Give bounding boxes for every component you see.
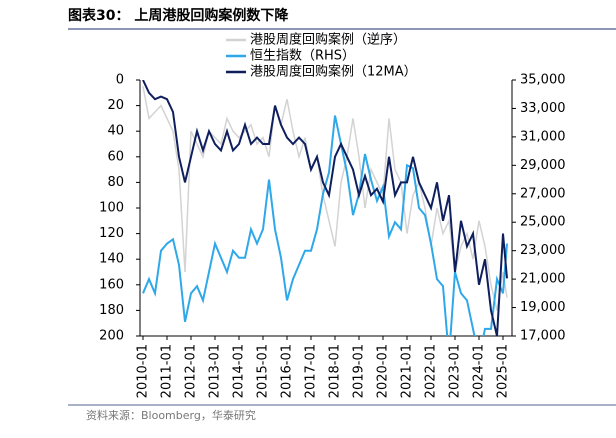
y-tick-label: 120 <box>99 226 124 241</box>
y-tick-label: 160 <box>99 277 124 292</box>
legend-label: 港股周度回购案例（12MA） <box>250 64 417 80</box>
x-tick-label: 2020-01 <box>376 344 391 398</box>
x-tick-label: 2017-01 <box>304 344 319 398</box>
y-tick-label: 60 <box>107 149 124 164</box>
legend-label: 港股周度回购案例（逆序） <box>250 32 406 48</box>
y2-tick-label: 21,000 <box>520 272 566 287</box>
x-tick-label: 2013-01 <box>208 344 223 398</box>
x-tick-label: 2014-01 <box>232 344 247 398</box>
y-tick-label: 80 <box>107 175 124 190</box>
x-tick-label: 2021-01 <box>400 344 415 398</box>
x-tick-label: 2023-01 <box>448 344 463 398</box>
y-tick-label: 40 <box>107 124 124 139</box>
y2-tick-label: 33,000 <box>520 101 566 116</box>
y2-tick-label: 27,000 <box>520 186 566 201</box>
y2-tick-label: 31,000 <box>520 129 566 144</box>
x-tick-label: 2018-01 <box>328 344 343 398</box>
y2-tick-label: 17,000 <box>520 329 566 344</box>
x-tick-label: 2022-01 <box>424 344 439 398</box>
y2-tick-label: 25,000 <box>520 215 566 230</box>
x-tick-label: 2024-01 <box>472 344 487 398</box>
y-tick-label: 0 <box>116 73 124 88</box>
y2-tick-label: 35,000 <box>520 73 566 88</box>
x-tick-label: 2016-01 <box>280 344 295 398</box>
series-line <box>142 115 508 336</box>
x-tick-label: 2025-01 <box>496 344 511 398</box>
y2-tick-label: 23,000 <box>520 243 566 258</box>
x-tick-label: 2019-01 <box>352 344 367 398</box>
y2-tick-label: 19,000 <box>520 300 566 315</box>
x-tick-label: 2011-01 <box>160 344 175 398</box>
x-tick-label: 2015-01 <box>256 344 271 398</box>
series-line <box>142 80 508 336</box>
source: 资料来源：Bloomberg，华泰研究 <box>86 408 256 422</box>
y-tick-label: 180 <box>99 303 124 318</box>
y-tick-label: 100 <box>99 201 124 216</box>
x-tick-label: 2012-01 <box>184 344 199 398</box>
x-tick-label: 2010-01 <box>136 344 151 398</box>
series-line <box>142 86 508 311</box>
y-tick-label: 140 <box>99 252 124 267</box>
y-tick-label: 20 <box>107 98 124 113</box>
legend-label: 恒生指数（RHS） <box>250 49 355 64</box>
y2-tick-label: 29,000 <box>520 158 566 173</box>
y-tick-label: 200 <box>99 329 124 344</box>
chart-title: 图表30： 上周港股回购案例数下降 <box>68 7 289 24</box>
